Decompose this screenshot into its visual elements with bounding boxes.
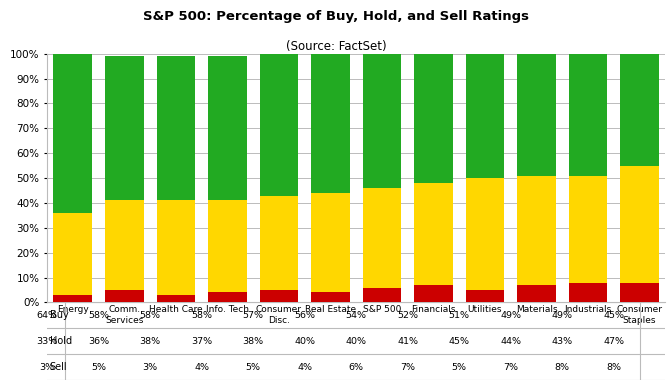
Bar [54,54,92,213]
Bar [311,193,349,293]
Text: 40%: 40% [294,337,315,346]
Bar [466,51,504,178]
Text: 58%: 58% [140,311,161,320]
Text: 58%: 58% [191,311,212,320]
Text: 5%: 5% [91,363,106,372]
Text: Hold: Hold [50,336,72,346]
Bar [466,178,504,290]
Bar [54,295,92,303]
Text: 33%: 33% [36,337,58,346]
Bar [24,337,35,346]
Bar [54,213,92,295]
Text: 64%: 64% [36,311,58,320]
Text: 51%: 51% [449,311,470,320]
Text: 40%: 40% [345,337,367,346]
Text: 56%: 56% [294,311,315,320]
Bar [259,195,298,290]
Bar [517,285,556,303]
Text: Sell: Sell [50,362,67,372]
Bar [24,311,35,320]
Text: 47%: 47% [603,337,624,346]
Text: 54%: 54% [345,311,367,320]
Text: 4%: 4% [297,363,312,372]
Text: 43%: 43% [552,337,573,346]
Bar [157,200,195,295]
Bar [517,175,556,285]
Text: 49%: 49% [552,311,573,320]
Bar [157,56,195,200]
Bar [414,285,453,303]
Text: 49%: 49% [500,311,521,320]
Bar [157,295,195,303]
Text: 8%: 8% [606,363,621,372]
Bar [620,166,659,283]
Text: 3%: 3% [142,363,158,372]
Bar [517,54,556,175]
Text: S&P 500: Percentage of Buy, Hold, and Sell Ratings: S&P 500: Percentage of Buy, Hold, and Se… [143,10,529,23]
Bar [620,54,659,166]
Bar [569,54,607,175]
Text: 7%: 7% [401,363,415,372]
Bar [311,293,349,303]
Text: 45%: 45% [449,337,470,346]
Bar [414,183,453,285]
Bar [259,54,298,195]
Text: 52%: 52% [397,311,418,320]
Text: 38%: 38% [140,337,161,346]
Text: 36%: 36% [88,337,109,346]
Bar [363,54,401,188]
Bar [569,283,607,303]
Bar [105,56,144,200]
Text: 45%: 45% [603,311,624,320]
Bar [311,54,349,193]
Text: 6%: 6% [349,363,364,372]
Bar [363,288,401,303]
Bar [208,200,247,293]
Text: 5%: 5% [452,363,466,372]
Text: 3%: 3% [40,363,54,372]
Bar [208,293,247,303]
Text: 38%: 38% [243,337,263,346]
Bar [569,175,607,283]
Bar [259,290,298,303]
Text: 57%: 57% [243,311,263,320]
Bar [466,290,504,303]
Bar [105,290,144,303]
Text: 4%: 4% [194,363,209,372]
Bar [414,54,453,183]
Bar [105,200,144,290]
Text: 58%: 58% [88,311,109,320]
Text: (Source: FactSet): (Source: FactSet) [286,40,386,53]
Text: 8%: 8% [555,363,570,372]
Bar [620,283,659,303]
Text: 37%: 37% [191,337,212,346]
Text: 41%: 41% [397,337,418,346]
Bar [24,362,35,372]
Text: Buy: Buy [50,310,69,320]
Text: 44%: 44% [500,337,521,346]
Bar [208,56,247,200]
Bar [363,188,401,288]
Text: 5%: 5% [246,363,261,372]
Text: 7%: 7% [503,363,518,372]
